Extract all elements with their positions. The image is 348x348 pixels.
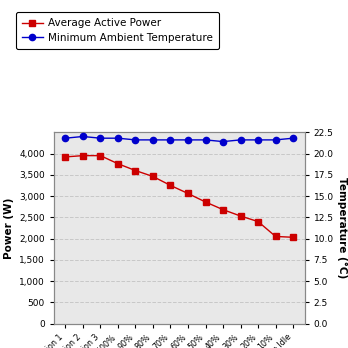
Minimum Ambient Temperature — [186, 138, 190, 142]
Minimum Ambient Temperature — [221, 140, 225, 144]
Minimum Ambient Temperature — [274, 138, 278, 142]
Average Active Power — [133, 168, 137, 173]
Minimum Ambient Temperature — [98, 136, 102, 140]
Minimum Ambient Temperature — [291, 136, 295, 140]
Minimum Ambient Temperature — [81, 134, 85, 139]
Average Active Power — [186, 191, 190, 196]
Legend: Average Active Power, Minimum Ambient Temperature: Average Active Power, Minimum Ambient Te… — [16, 12, 219, 49]
Average Active Power — [168, 183, 173, 188]
Minimum Ambient Temperature — [63, 136, 68, 140]
Average Active Power — [204, 200, 208, 204]
Minimum Ambient Temperature — [256, 138, 260, 142]
Line: Average Active Power: Average Active Power — [63, 153, 296, 240]
Minimum Ambient Temperature — [116, 136, 120, 140]
Average Active Power — [238, 214, 243, 218]
Average Active Power — [291, 235, 295, 239]
Minimum Ambient Temperature — [151, 138, 155, 142]
Line: Minimum Ambient Temperature: Minimum Ambient Temperature — [62, 133, 296, 145]
Average Active Power — [274, 234, 278, 238]
Average Active Power — [81, 153, 85, 158]
Minimum Ambient Temperature — [238, 138, 243, 142]
Minimum Ambient Temperature — [168, 138, 173, 142]
Average Active Power — [98, 153, 102, 158]
Average Active Power — [63, 155, 68, 159]
Y-axis label: Power (W): Power (W) — [3, 197, 14, 259]
Average Active Power — [256, 220, 260, 224]
Minimum Ambient Temperature — [133, 138, 137, 142]
Average Active Power — [221, 207, 225, 212]
Y-axis label: Temperature (°C): Temperature (°C) — [338, 177, 348, 278]
Average Active Power — [151, 174, 155, 179]
Minimum Ambient Temperature — [204, 138, 208, 142]
Average Active Power — [116, 161, 120, 166]
